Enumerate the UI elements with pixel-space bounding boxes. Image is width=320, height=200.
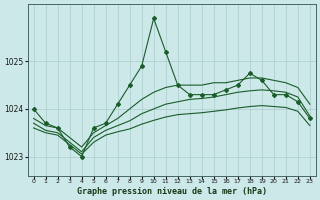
X-axis label: Graphe pression niveau de la mer (hPa): Graphe pression niveau de la mer (hPa) <box>77 187 267 196</box>
